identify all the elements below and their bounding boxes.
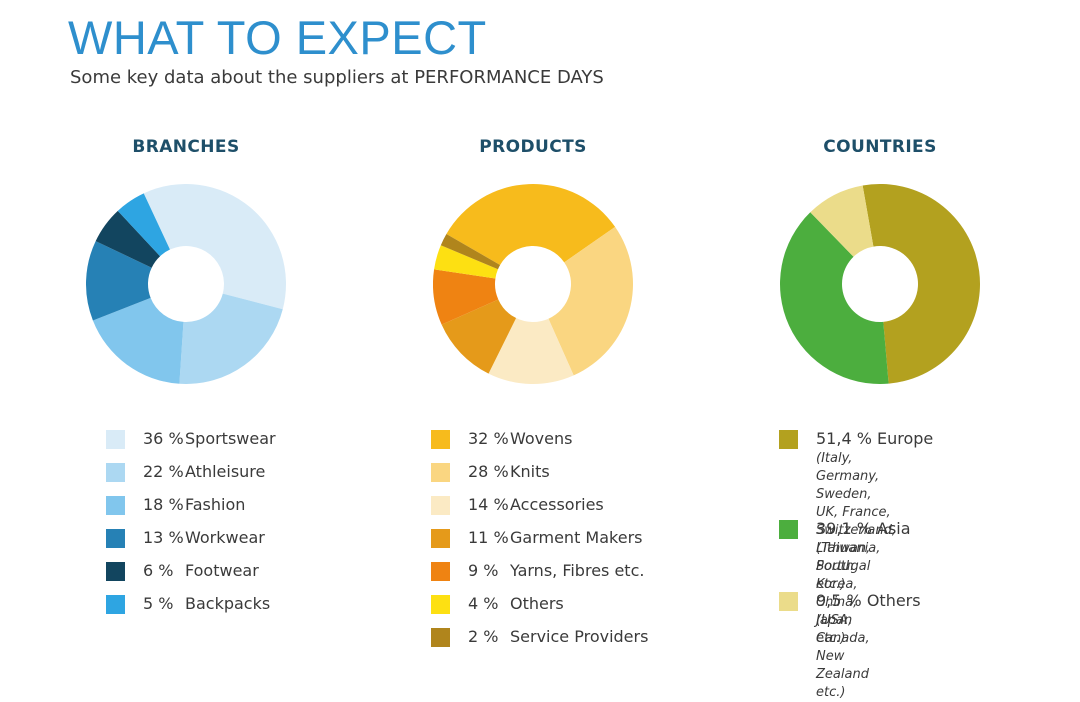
- countries-donut-chart: [780, 184, 980, 384]
- legend-swatch: [106, 562, 125, 581]
- donut-slice-athleisure: [179, 293, 283, 384]
- legend-swatch: [779, 592, 798, 611]
- donut-slice-accessories: [488, 318, 574, 384]
- donut-slice-wovens: [446, 184, 616, 265]
- legend-label: Athleisure: [185, 462, 266, 481]
- donut-slice-europe: [862, 184, 980, 384]
- legend-percent: 18 %: [143, 495, 184, 514]
- legend-percent: 13 %: [143, 528, 184, 547]
- legend-swatch: [431, 595, 450, 614]
- legend-note: (Taiwan, South Korea, China, Japan etc.): [816, 541, 871, 646]
- legend-percent: 39,1 % Asia: [816, 519, 911, 538]
- legend-swatch: [431, 529, 450, 548]
- donut-slice-garment-makers: [441, 299, 517, 374]
- legend-swatch: [431, 562, 450, 581]
- legend-swatch: [106, 595, 125, 614]
- donut-slice-others: [434, 245, 498, 279]
- legend-label: Workwear: [185, 528, 265, 547]
- branches-chart-title: BRANCHES: [132, 137, 240, 157]
- legend-percent: 11 %: [468, 528, 509, 547]
- donut-slice-backpacks: [117, 193, 170, 257]
- donut-slice-fashion: [92, 297, 184, 384]
- legend-swatch: [106, 496, 125, 515]
- donut-slice-knits: [548, 226, 633, 376]
- page-title: WHAT TO EXPECT: [68, 11, 487, 64]
- countries-chart-title: COUNTRIES: [823, 137, 937, 157]
- legend-label: Sportswear: [185, 429, 276, 448]
- legend-percent: 22 %: [143, 462, 184, 481]
- donut-slice-others: [810, 185, 874, 257]
- legend-swatch: [106, 463, 125, 482]
- legend-label: Accessories: [510, 495, 604, 514]
- legend-label: Fashion: [185, 495, 246, 514]
- donut-slice-yarns-fibres-etc: [433, 269, 499, 325]
- legend-label: Service Providers: [510, 627, 649, 646]
- legend-note: (USA, Canada, New Zealand etc.): [816, 613, 870, 700]
- legend-percent: 51,4 % Europe: [816, 429, 934, 448]
- legend-percent: 28 %: [468, 462, 509, 481]
- legend-percent: 2 %: [468, 627, 499, 646]
- legend-percent: 9,5 % Others: [816, 591, 921, 610]
- legend-percent: 9 %: [468, 561, 499, 580]
- legend-percent: 6 %: [143, 561, 174, 580]
- legend-percent: 5 %: [143, 594, 174, 613]
- legend-label: Wovens: [510, 429, 573, 448]
- page-subtitle: Some key data about the suppliers at PER…: [70, 67, 604, 88]
- legend-label: Knits: [510, 462, 550, 481]
- legend-swatch: [431, 628, 450, 647]
- legend-label: Yarns, Fibres etc.: [510, 561, 645, 580]
- legend-swatch: [431, 463, 450, 482]
- legend-swatch: [106, 430, 125, 449]
- donut-slice-footwear: [95, 210, 161, 268]
- legend-percent: 14 %: [468, 495, 509, 514]
- legend-label: Others: [510, 594, 564, 613]
- legend-swatch: [431, 430, 450, 449]
- legend-swatch: [431, 496, 450, 515]
- legend-swatch: [779, 520, 798, 539]
- legend-swatch: [106, 529, 125, 548]
- donut-slice-asia: [780, 212, 889, 384]
- donut-slice-service-providers: [440, 234, 501, 270]
- donut-slice-workwear: [86, 241, 152, 321]
- legend-label: Footwear: [185, 561, 259, 580]
- branches-donut-chart: [86, 184, 286, 384]
- legend-note: (Italy, Germany, Sweden, UK, France, Swi…: [816, 451, 896, 592]
- legend-label: Backpacks: [185, 594, 271, 613]
- legend-percent: 4 %: [468, 594, 499, 613]
- legend-swatch: [779, 430, 798, 449]
- legend-percent: 36 %: [143, 429, 184, 448]
- legend-percent: 32 %: [468, 429, 509, 448]
- products-chart-title: PRODUCTS: [479, 137, 587, 157]
- products-donut-chart: [433, 184, 633, 384]
- legend-label: Garment Makers: [510, 528, 643, 547]
- donut-slice-sportswear: [143, 184, 286, 310]
